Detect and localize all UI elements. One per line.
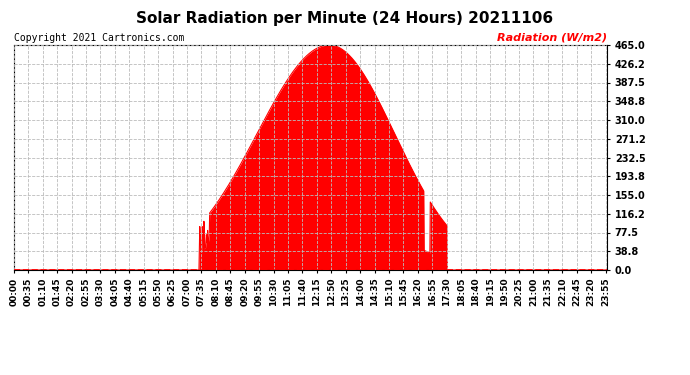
Text: Copyright 2021 Cartronics.com: Copyright 2021 Cartronics.com — [14, 33, 184, 43]
Text: Solar Radiation per Minute (24 Hours) 20211106: Solar Radiation per Minute (24 Hours) 20… — [137, 11, 553, 26]
Text: Radiation (W/m2): Radiation (W/m2) — [497, 33, 607, 43]
